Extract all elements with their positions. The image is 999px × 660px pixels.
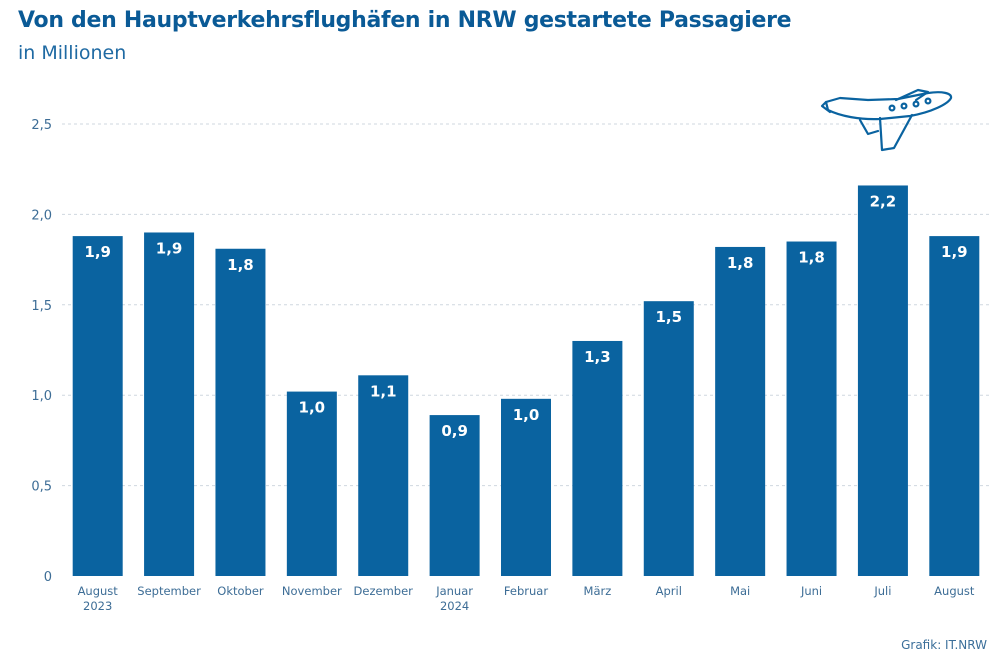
y-tick-label: 2,0 <box>31 208 52 223</box>
x-tick-label: Juni <box>800 584 822 598</box>
x-tick-label: Juli <box>873 584 891 598</box>
data-label: 1,3 <box>584 348 611 366</box>
bar <box>144 232 195 577</box>
data-label: 1,9 <box>941 243 968 261</box>
x-tick-label: Januar 2024 <box>435 584 473 613</box>
x-axis-ticks: August 2023 September Oktober November Dezemb… <box>78 584 975 613</box>
bar <box>215 248 266 576</box>
bar <box>929 236 980 576</box>
bar <box>358 375 409 576</box>
data-label: 1,0 <box>299 399 326 417</box>
data-label: 1,5 <box>655 308 682 326</box>
data-labels: 1,9 1,9 1,8 1,0 1,1 0,9 1,0 1,3 1,5 1,8 1,8 2,2 1,9 <box>84 192 967 440</box>
bar <box>786 241 837 576</box>
x-tick-label: Februar <box>504 584 548 598</box>
chart-subtitle: in Millionen <box>18 42 127 64</box>
bar <box>643 301 694 576</box>
x-tick-label: Mai <box>730 584 750 598</box>
y-axis-ticks: 0 0,5 1,0 1,5 2,0 2,5 <box>31 118 52 585</box>
x-tick-label: Oktober <box>217 584 264 598</box>
x-tick-label: März <box>584 584 612 598</box>
bar <box>286 391 337 576</box>
y-tick-label: 0 <box>44 570 52 585</box>
data-label: 0,9 <box>441 422 468 440</box>
bar <box>501 398 551 576</box>
x-tick-label: November <box>282 584 342 598</box>
data-label: 1,8 <box>798 249 825 267</box>
bar <box>72 236 123 576</box>
data-label: 1,1 <box>370 382 397 400</box>
data-label: 1,8 <box>227 256 254 274</box>
data-label: 2,2 <box>870 192 897 210</box>
y-tick-label: 0,5 <box>31 480 52 495</box>
airplane-icon <box>820 88 953 152</box>
data-label: 1,9 <box>84 243 111 261</box>
bar <box>429 415 480 576</box>
bars <box>72 185 980 577</box>
data-label: 1,8 <box>727 254 754 272</box>
x-tick-label: September <box>137 584 201 598</box>
y-tick-label: 2,5 <box>31 118 52 133</box>
y-tick-label: 1,5 <box>31 299 52 314</box>
x-tick-label: Dezember <box>354 584 414 598</box>
source-note: Grafik: IT.NRW <box>901 638 987 652</box>
bar <box>572 340 623 576</box>
bar <box>857 185 908 577</box>
x-tick-label: April <box>656 584 682 598</box>
data-label: 1,0 <box>513 406 540 424</box>
x-tick-label: August 2023 <box>78 584 119 613</box>
data-label: 1,9 <box>156 239 183 257</box>
bar <box>715 246 766 576</box>
x-tick-label: August <box>934 584 975 598</box>
chart-title: Von den Hauptverkehrsflughäfen in NRW ge… <box>18 8 792 33</box>
y-tick-label: 1,0 <box>31 389 52 404</box>
